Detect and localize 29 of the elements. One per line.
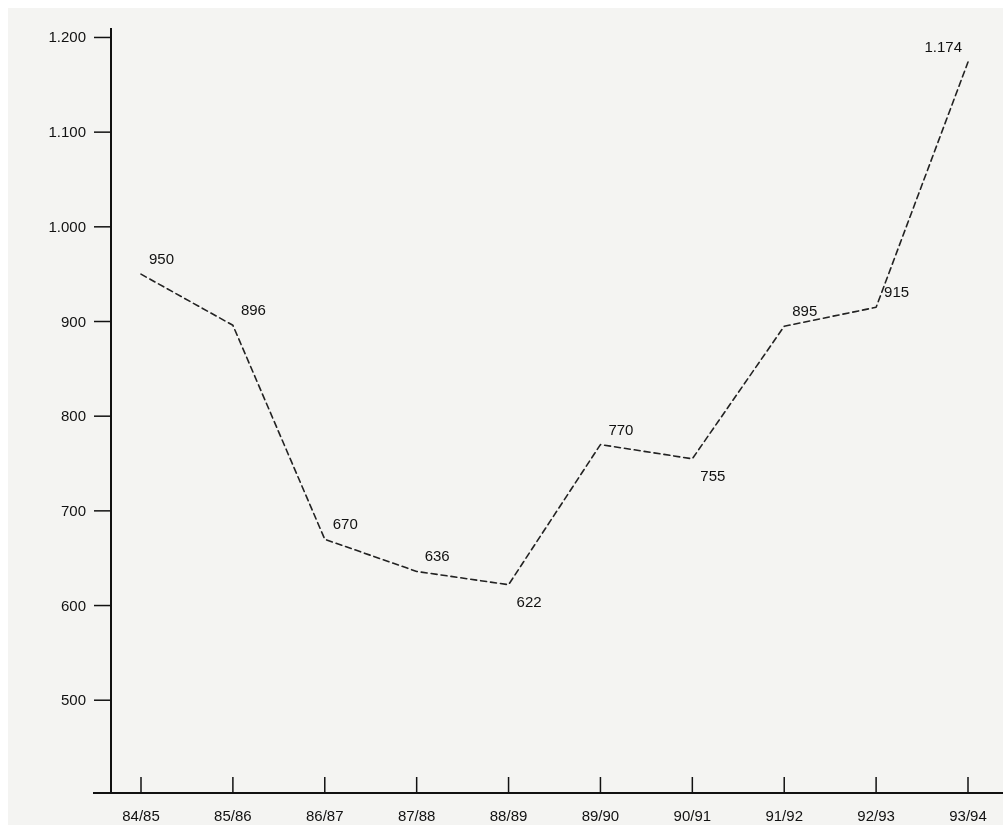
data-label: 1.174 (924, 38, 962, 56)
x-tick-label: 88/89 (489, 807, 528, 824)
data-label: 670 (332, 515, 358, 533)
y-tick-label: 1.000 (48, 217, 86, 235)
x-tick-label: 90/91 (673, 807, 712, 824)
data-label: 755 (700, 466, 726, 484)
data-label: 770 (608, 420, 634, 438)
data-label: 636 (424, 547, 450, 565)
x-tick-label: 85/86 (214, 807, 252, 824)
x-tick-label: 86/87 (306, 807, 344, 824)
x-tick-label: 89/90 (581, 807, 620, 824)
data-label: 622 (516, 592, 542, 610)
y-tick-label: 700 (60, 501, 86, 519)
y-tick-label: 500 (60, 691, 86, 709)
data-label: 915 (884, 283, 910, 301)
x-tick-label: 93/94 (949, 807, 987, 824)
x-tick-label: 84/85 (122, 807, 160, 824)
y-tick-label: 800 (60, 407, 86, 425)
x-tick-label: 91/92 (765, 807, 803, 824)
y-tick-label: 900 (60, 312, 86, 330)
x-tick-label: 92/93 (857, 807, 895, 824)
y-tick-label: 1.200 (48, 28, 86, 46)
data-label: 950 (149, 250, 175, 268)
y-tick-label: 600 (60, 596, 86, 614)
x-tick-label: 87/88 (397, 807, 436, 824)
data-label: 895 (792, 302, 818, 320)
y-tick-label: 1.100 (48, 123, 86, 141)
line-series (140, 61, 969, 586)
data-label: 896 (240, 301, 266, 319)
